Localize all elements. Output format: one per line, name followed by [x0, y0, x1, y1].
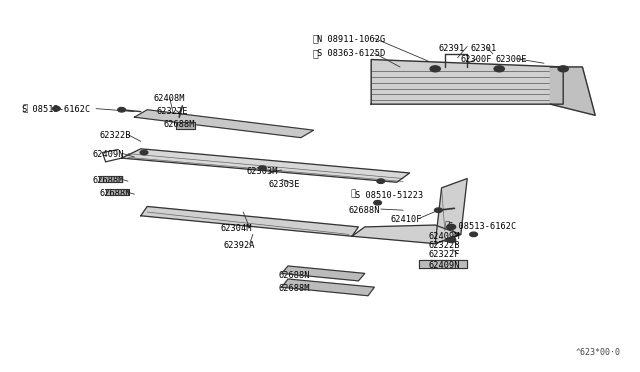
Polygon shape	[371, 60, 563, 104]
Text: 62688M: 62688M	[93, 176, 124, 185]
Circle shape	[374, 201, 381, 205]
Text: 62688M: 62688M	[163, 120, 195, 129]
Text: 62322B: 62322B	[429, 241, 460, 250]
Text: 62300E: 62300E	[496, 55, 527, 64]
Text: 62304M: 62304M	[221, 224, 252, 233]
Text: 62392A: 62392A	[224, 241, 255, 250]
Circle shape	[558, 66, 568, 72]
Polygon shape	[352, 225, 461, 244]
Text: 62303M: 62303M	[246, 167, 278, 176]
Text: Ⓢ: Ⓢ	[351, 190, 356, 199]
Polygon shape	[122, 149, 410, 182]
Circle shape	[430, 66, 440, 72]
Text: 62391: 62391	[438, 44, 465, 53]
Text: 62688M: 62688M	[278, 284, 310, 293]
Polygon shape	[550, 67, 595, 115]
Circle shape	[140, 150, 148, 155]
Polygon shape	[106, 189, 128, 195]
Text: 62688N: 62688N	[349, 206, 380, 215]
Text: S 08363-6125D: S 08363-6125D	[317, 49, 385, 58]
Text: 62408M: 62408M	[154, 94, 185, 103]
Text: 62300F: 62300F	[461, 55, 492, 64]
Polygon shape	[435, 179, 467, 244]
Polygon shape	[141, 206, 358, 236]
Circle shape	[447, 224, 456, 230]
Text: 62688N: 62688N	[278, 271, 310, 280]
Circle shape	[494, 66, 504, 72]
Text: 62322B: 62322B	[99, 131, 131, 140]
Text: S 08513-6162C: S 08513-6162C	[22, 105, 91, 114]
Text: 62322E: 62322E	[157, 107, 188, 116]
Circle shape	[435, 208, 442, 212]
Text: 62303E: 62303E	[269, 180, 300, 189]
Polygon shape	[99, 176, 122, 182]
Polygon shape	[134, 110, 314, 138]
Text: 62410F: 62410F	[390, 215, 422, 224]
Polygon shape	[176, 122, 195, 129]
Circle shape	[377, 179, 385, 183]
Text: 62409N: 62409N	[93, 150, 124, 159]
Polygon shape	[282, 266, 365, 281]
Circle shape	[52, 106, 60, 111]
Text: Ⓢ: Ⓢ	[312, 48, 318, 58]
Text: 62688N: 62688N	[99, 189, 131, 198]
Circle shape	[118, 108, 125, 112]
Text: Ⓢ: Ⓢ	[22, 104, 28, 113]
Circle shape	[259, 166, 266, 170]
Text: 62409M: 62409M	[429, 232, 460, 241]
Circle shape	[447, 237, 456, 243]
Text: 62301: 62301	[470, 44, 497, 53]
Text: Ⓝ: Ⓝ	[312, 33, 318, 43]
Text: Ⓢ: Ⓢ	[445, 222, 450, 231]
Polygon shape	[419, 260, 467, 268]
Text: 62409N: 62409N	[429, 262, 460, 270]
Text: ^623*00·0: ^623*00·0	[576, 348, 621, 357]
Text: S 08513-6162C: S 08513-6162C	[448, 222, 516, 231]
Text: 62322F: 62322F	[429, 250, 460, 259]
Circle shape	[470, 232, 477, 237]
Text: S 08510-51223: S 08510-51223	[355, 191, 424, 200]
Polygon shape	[282, 279, 374, 296]
Text: N 08911-1062G: N 08911-1062G	[317, 35, 385, 44]
